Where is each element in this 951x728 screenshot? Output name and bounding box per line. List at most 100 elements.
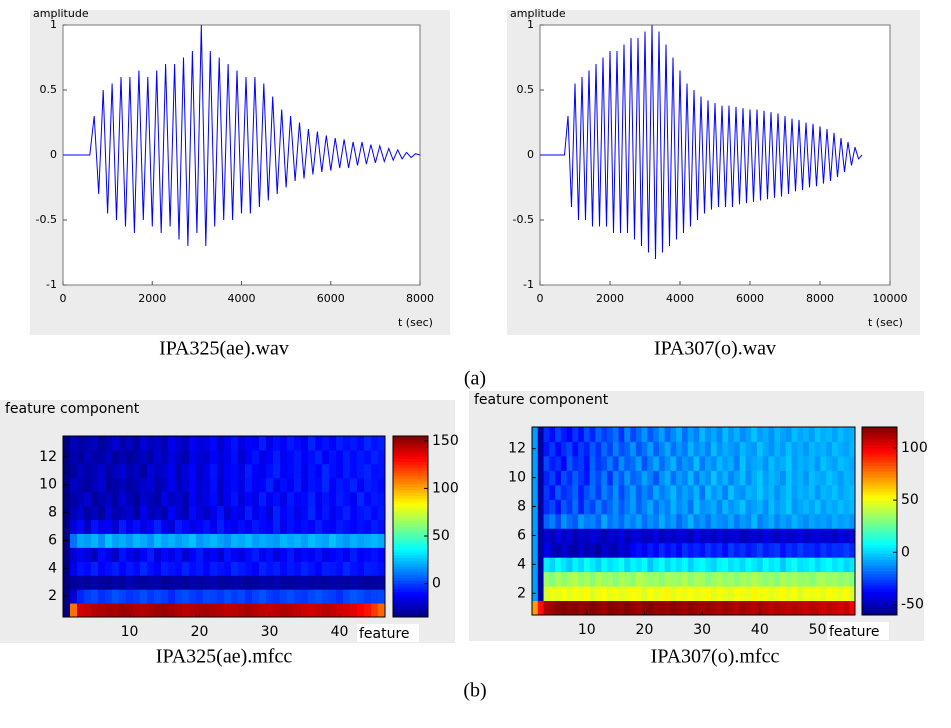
heatmap-cell [681,557,689,573]
colorbar-step [393,441,428,445]
heatmap-cell [112,519,120,534]
colorbar-step [393,571,428,576]
heatmap-cell [315,491,323,507]
heatmap-cell [624,571,631,587]
heatmap-cell [287,533,295,548]
heatmap-cell [273,533,281,548]
heatmap-cell [630,427,637,442]
heatmap-cell [252,533,260,548]
heatmap-cell [676,499,683,515]
heatmap-cell [252,547,260,562]
colorbar-step [393,549,428,553]
heatmap-cell [670,586,677,602]
heatmap-cell [322,603,330,618]
colorbar-step [393,532,428,536]
heatmap-cell [280,491,288,507]
heatmap-cell [549,484,556,500]
heatmap-cell [147,463,155,479]
heatmap-cell [378,436,386,451]
heatmap-cell [371,547,379,562]
heatmap-cell [618,557,625,573]
heatmap-cell [814,528,821,544]
heatmap-cell [301,477,309,493]
heatmap-cell [803,586,810,602]
heatmap-cell [780,542,787,558]
heatmap-cell [589,427,596,442]
heatmap-cell [231,463,239,479]
heatmap-cell [768,484,775,500]
heatmap-cell [105,575,113,590]
heatmap-cell [831,427,839,442]
colorbar-border [392,435,429,618]
heatmap-cell [768,586,775,602]
heatmap-cell [315,449,323,465]
heatmap-cell [837,586,844,602]
heatmap-cell [266,547,274,562]
heatmap-cell [378,533,386,548]
colorbar-step [393,469,428,474]
heatmap-cell [294,505,302,521]
heatmap-cell [797,470,804,486]
heatmap-cell [751,499,758,515]
heatmap-cell [733,455,741,471]
heatmap-cell [119,477,127,493]
colorbar-step [862,435,897,440]
heatmap-cell [710,470,718,486]
heatmap-cell [140,491,148,507]
heatmap-cell [329,589,337,604]
heatmap-cell [189,477,197,493]
heatmap-cell [126,463,134,479]
heatmap-cell [739,586,746,602]
heatmap-cell [91,519,99,534]
heatmap-cell [693,513,700,529]
heatmap-cell [549,571,556,587]
heatmap-cell [161,505,169,521]
heatmap-cell [745,427,752,442]
heatmap-cell [105,603,113,618]
heatmap-cell [601,586,608,602]
heatmap-cell [843,455,850,471]
colorbar-step [393,467,428,471]
heatmap-cell [280,575,288,590]
heatmap-cell [808,557,816,573]
heatmap-cell [315,547,323,562]
heatmap-cell [699,600,706,616]
heatmap-cell [238,547,246,562]
heatmap-cell [266,477,274,493]
heatmap-cell [343,477,351,493]
heatmap-cell [371,575,379,590]
heatmap-cell [762,528,769,544]
heatmap-cell [105,449,113,465]
heatmap-cell [797,586,804,602]
heatmap-cell [803,542,810,558]
heatmap-cell [705,427,712,442]
heatmap-cell [329,449,337,465]
heatmap-cell [566,571,573,587]
colorbar-step [393,543,428,547]
heatmap-cell [751,586,758,602]
heatmap-cell [843,542,850,558]
heatmap-cell [224,533,232,548]
heatmap-cell [537,571,545,587]
heatmap-cell [803,528,810,544]
heatmap-cell [532,484,539,500]
colorbar-step [393,526,428,530]
heatmap-cell [733,441,741,457]
heatmap-cell [91,505,99,521]
heatmap-cell [294,561,302,576]
heatmap-cell [315,519,323,534]
heatmap-cell [70,603,78,618]
heatmap-cell [831,499,839,515]
heatmap-cell [566,499,573,515]
heatmap-cell [126,505,134,521]
heatmap-cell [733,499,741,515]
y-tick-label: 6 [48,532,57,548]
heatmap-cell [168,533,176,548]
heatmap-cell [154,589,162,604]
heatmap-cell [618,528,625,544]
heatmap-cell [797,427,804,442]
heatmap-cell [245,575,253,590]
heatmap-cell [245,533,253,548]
heatmap-cell [543,528,550,544]
heatmap-cell [589,470,596,486]
